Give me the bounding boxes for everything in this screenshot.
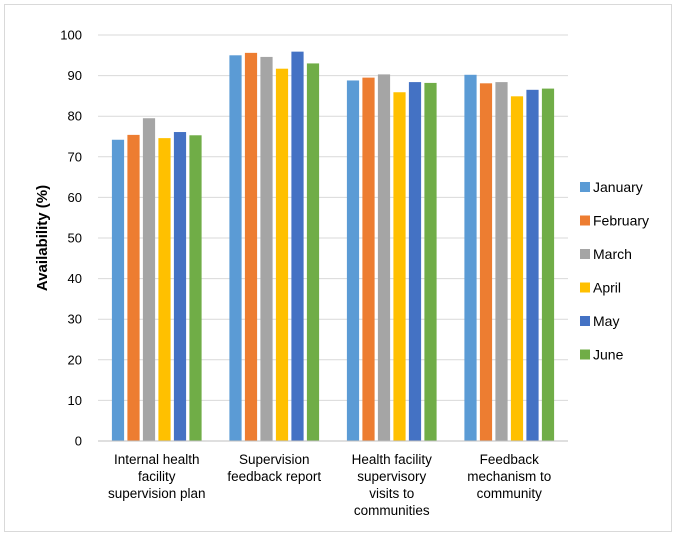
y-tick-label: 60 [68,190,82,205]
y-tick-label: 70 [68,149,82,164]
x-category-label: Supervision [239,452,310,467]
x-category-label: mechanism to [467,469,551,484]
bar-may [526,89,539,441]
x-category-label: Internal health [114,452,200,467]
legend-swatch [580,182,590,192]
bar-march [142,118,156,441]
bar-april [510,96,524,441]
legend-swatch [580,316,590,326]
bar-january [346,80,360,442]
y-axis-ticks: 0 10 20 30 40 50 60 70 80 90 100 [60,28,82,449]
y-tick-label: 40 [68,271,82,286]
bar-april [158,138,171,441]
bar-february [244,52,258,441]
x-category-label: feedback report [227,469,321,484]
y-tick-label: 10 [68,393,82,408]
bars [111,51,555,442]
bar-march [495,82,508,441]
bar-january [111,139,125,442]
y-tick-label: 50 [68,231,82,246]
legend: January February March April May June [580,179,649,363]
bar-may [173,132,187,441]
bar-january [229,55,242,442]
bar-may [291,51,304,442]
legend-label: June [593,347,624,363]
x-category-label: Feedback [480,452,540,467]
y-tick-label: 0 [75,434,82,449]
legend-swatch [580,349,590,360]
bar-february [127,134,140,441]
legend-swatch [580,215,590,226]
x-category-label: supervision plan [108,486,206,501]
bar-march [377,74,391,441]
bar-may [408,82,422,441]
y-tick-label: 90 [68,68,82,83]
legend-swatch [580,282,590,293]
y-axis-label: Availability (%) [34,185,51,291]
legend-swatch [580,249,590,259]
bar-june [424,82,437,442]
legend-label: April [593,280,621,296]
bar-april [393,92,406,441]
x-category-label: facility [138,469,176,484]
y-tick-label: 20 [68,352,82,367]
x-category-label: Health facility [352,452,433,467]
bar-february [362,77,375,441]
x-category-label: community [477,486,543,501]
bar-january [464,74,477,442]
bar-february [479,83,493,442]
x-category-label: communities [354,503,430,518]
x-axis-categories: Internal health facility supervision plan S… [108,452,551,518]
y-tick-label: 30 [68,312,82,327]
x-category-label: visits to [369,486,414,501]
bar-june [189,135,202,442]
bar-april [275,68,289,441]
legend-label: May [593,313,619,329]
bar-june [541,88,555,441]
x-category-label: supervisory [357,469,426,484]
bar-june [306,63,320,442]
bar-march [260,56,273,441]
y-tick-label: 100 [60,28,82,43]
y-tick-label: 80 [68,109,82,124]
legend-label: January [593,179,643,195]
legend-label: February [593,213,649,229]
legend-label: March [593,246,632,262]
